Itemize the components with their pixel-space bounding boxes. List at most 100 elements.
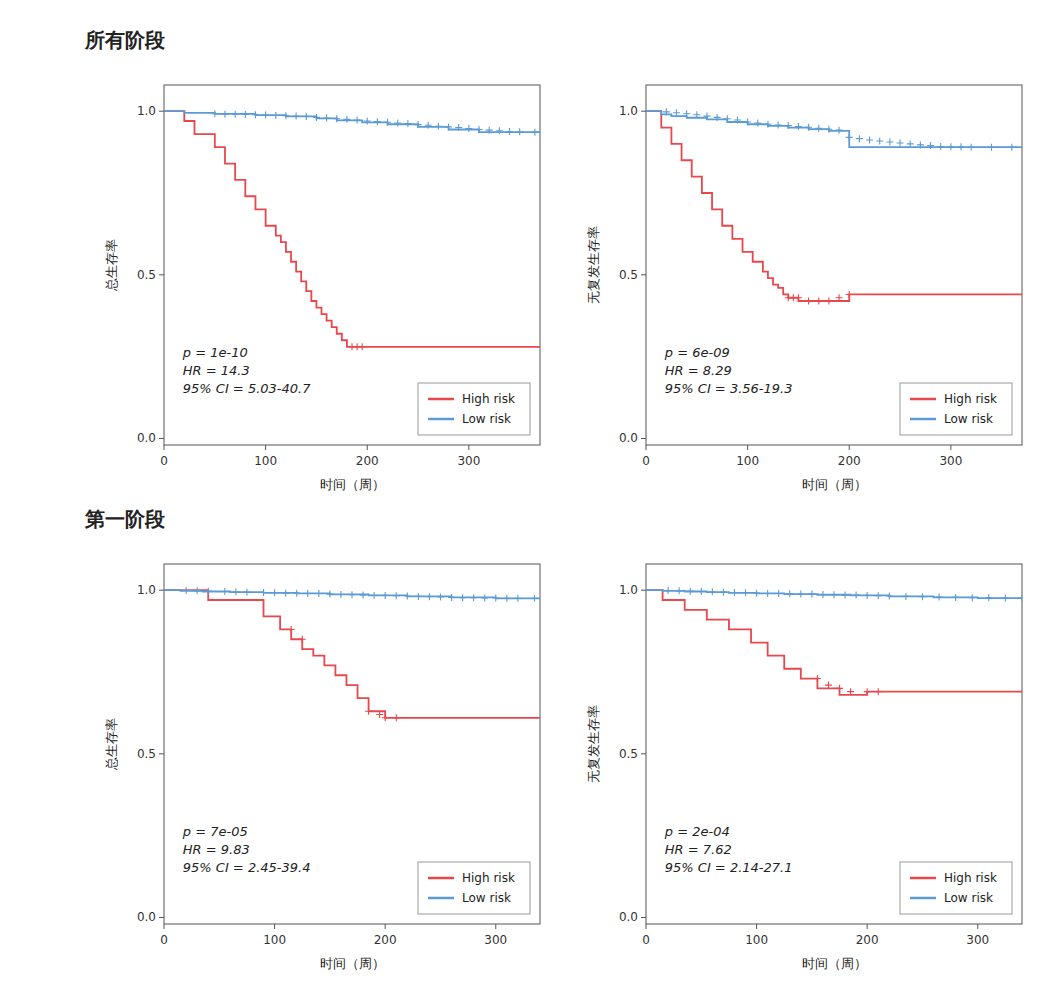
censor-mark	[764, 121, 771, 128]
legend-frame	[900, 383, 1012, 435]
censor-mark	[775, 590, 782, 597]
legend-swatch	[910, 877, 936, 880]
x-tick	[274, 924, 275, 929]
x-tick	[977, 924, 978, 929]
censor-mark	[836, 685, 843, 692]
x-tick-label: 300	[457, 454, 480, 468]
censor-mark	[481, 595, 488, 602]
censor-mark	[349, 591, 356, 598]
x-axis-label: 时间（周）	[320, 477, 385, 492]
censor-mark	[459, 594, 466, 601]
legend-label: Low risk	[944, 412, 993, 426]
censor-mark	[864, 688, 871, 695]
censor-mark	[288, 626, 295, 633]
y-axis-label: 总生存率	[104, 239, 119, 292]
censor-mark	[754, 119, 761, 126]
censor-mark	[359, 343, 366, 350]
censor-mark	[825, 682, 832, 689]
censor-mark	[183, 587, 190, 594]
x-tick	[747, 445, 748, 450]
censor-mark	[665, 587, 672, 594]
annotation: 95% CI = 2.45-39.4	[183, 860, 311, 875]
y-tick-label: 0.5	[619, 268, 638, 282]
censor-mark	[875, 688, 882, 695]
row-title: 第一阶段	[84, 507, 166, 531]
x-tick-label: 100	[263, 933, 286, 947]
censor-mark	[382, 714, 389, 721]
censor-mark	[293, 113, 300, 120]
x-tick-label: 300	[939, 454, 962, 468]
censor-mark	[764, 590, 771, 597]
censor-mark	[299, 636, 306, 643]
legend-frame	[418, 383, 530, 435]
annotation: HR = 8.29	[665, 363, 732, 378]
annotation: p = 7e-05	[182, 824, 248, 839]
censor-mark	[415, 593, 422, 600]
legend-label: High risk	[944, 392, 997, 406]
censor-mark	[374, 118, 381, 125]
censor-mark	[969, 594, 976, 601]
x-tick-label: 300	[966, 933, 989, 947]
y-tick	[641, 590, 646, 591]
x-tick	[756, 924, 757, 929]
legend-label: Low risk	[944, 891, 993, 905]
censor-mark	[958, 143, 965, 150]
plot-frame	[646, 85, 1022, 445]
censor-mark	[194, 587, 201, 594]
legend-swatch	[428, 418, 454, 421]
censor-mark	[876, 137, 883, 144]
censor-mark	[232, 588, 239, 595]
censor-mark	[364, 118, 371, 125]
legend-label: Low risk	[462, 412, 511, 426]
censor-mark	[282, 112, 289, 119]
survival-curve	[646, 111, 1022, 301]
y-tick-label: 0.0	[137, 431, 156, 445]
censor-mark	[1019, 595, 1023, 602]
x-tick	[164, 445, 165, 450]
censor-mark	[243, 589, 250, 596]
censor-mark	[693, 111, 700, 118]
censor-mark	[437, 594, 444, 601]
row-title: 所有阶段	[84, 28, 166, 52]
annotation: p = 2e-04	[664, 824, 730, 839]
censor-mark	[753, 590, 760, 597]
censor-mark	[886, 138, 893, 145]
legend-swatch	[910, 897, 936, 900]
y-tick	[159, 753, 164, 754]
annotation: HR = 14.3	[183, 363, 250, 378]
legend: High riskLow risk	[418, 862, 530, 914]
censor-mark	[709, 588, 716, 595]
plot-data	[646, 587, 1022, 695]
censor-mark	[825, 298, 832, 305]
censor-mark	[815, 125, 822, 132]
y-axis-label: 无复发生存率	[586, 226, 601, 304]
legend: High riskLow risk	[418, 383, 530, 435]
censor-mark	[720, 589, 727, 596]
y-tick	[159, 590, 164, 591]
annotation: p = 6e-09	[664, 345, 730, 360]
censor-mark	[326, 591, 333, 598]
plot-frame	[164, 85, 540, 445]
censor-mark	[435, 123, 442, 130]
censor-mark	[842, 592, 849, 599]
x-tick-label: 200	[838, 454, 861, 468]
x-tick	[867, 924, 868, 929]
y-tick-label: 0.5	[137, 268, 156, 282]
legend-swatch	[428, 897, 454, 900]
censor-mark	[703, 113, 710, 120]
plot-data	[164, 110, 540, 350]
legend-label: High risk	[944, 871, 997, 885]
censor-mark	[875, 592, 882, 599]
censor-mark	[313, 114, 320, 121]
x-tick	[164, 924, 165, 929]
legend-swatch	[428, 398, 454, 401]
legend-label: High risk	[462, 871, 515, 885]
censor-mark	[866, 136, 873, 143]
censor-mark	[272, 112, 279, 119]
censor-mark	[425, 122, 432, 129]
x-tick-label: 300	[484, 933, 507, 947]
censor-mark	[897, 139, 904, 146]
censor-mark	[786, 590, 793, 597]
survival-curve	[646, 590, 1022, 695]
censor-mark	[847, 688, 854, 695]
